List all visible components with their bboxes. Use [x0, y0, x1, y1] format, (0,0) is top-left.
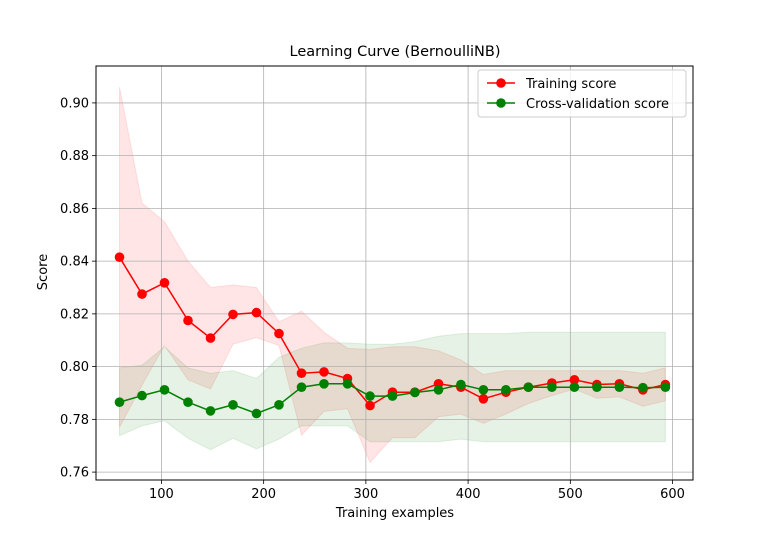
x-axis-ticks: 100 200 300 400 500 600 — [149, 480, 685, 502]
data-point-0 — [114, 252, 125, 262]
y-tick-label: 0.88 — [60, 149, 89, 164]
x-tick-label: 400 — [456, 487, 481, 502]
y-tick-label: 0.90 — [60, 96, 89, 111]
y-tick-label: 0.82 — [60, 307, 89, 322]
data-point-1 — [251, 408, 262, 419]
y-tick-label: 0.76 — [60, 466, 89, 481]
data-point-1 — [274, 400, 284, 410]
data-point-1 — [660, 382, 671, 393]
data-point-0 — [296, 368, 307, 379]
data-point-0 — [478, 394, 489, 404]
data-point-0 — [205, 333, 216, 343]
data-point-1 — [478, 385, 489, 395]
data-point-1 — [342, 379, 353, 389]
legend-marker-cross-validation — [496, 98, 506, 108]
data-point-1 — [456, 379, 466, 390]
data-point-0 — [569, 375, 580, 385]
data-point-1 — [547, 382, 557, 393]
data-point-1 — [114, 397, 125, 408]
data-point-1 — [592, 382, 602, 393]
data-point-0 — [251, 307, 262, 318]
data-point-0 — [365, 400, 375, 411]
data-point-1 — [159, 385, 170, 395]
data-point-1 — [614, 382, 625, 393]
data-point-1 — [501, 385, 511, 395]
data-point-0 — [137, 289, 147, 299]
data-point-0 — [228, 309, 238, 320]
data-point-1 — [137, 390, 147, 401]
data-point-1 — [183, 397, 193, 408]
chart-title: Learning Curve (BernoulliNB) — [290, 44, 501, 60]
data-point-1 — [638, 382, 648, 393]
plot-frame — [95, 65, 694, 481]
data-point-1 — [569, 382, 580, 393]
data-point-0 — [319, 367, 329, 377]
y-tick-label: 0.78 — [60, 413, 89, 428]
x-tick-label: 100 — [149, 487, 174, 502]
y-tick-label: 0.80 — [60, 360, 89, 375]
legend-box — [477, 69, 687, 118]
series-points — [114, 252, 671, 419]
legend-marker-training — [496, 78, 506, 88]
x-tick-label: 600 — [660, 487, 685, 502]
data-point-1 — [410, 387, 420, 398]
data-point-1 — [296, 382, 307, 393]
data-point-0 — [183, 315, 193, 326]
legend-label-training: Training score — [525, 77, 616, 92]
data-point-1 — [319, 379, 329, 389]
gridlines — [96, 66, 693, 480]
confidence-band-0 — [119, 87, 666, 464]
data-point-1 — [205, 406, 216, 416]
x-tick-label: 300 — [353, 487, 378, 502]
y-axis-ticks: 0.76 0.78 0.80 0.82 0.84 0.86 0.88 0.90 — [60, 96, 96, 481]
x-tick-label: 500 — [558, 487, 583, 502]
data-point-1 — [365, 391, 375, 401]
data-point-0 — [274, 328, 284, 339]
x-axis-label: Training examples — [335, 506, 454, 521]
data-point-1 — [387, 391, 398, 401]
legend: Training score Cross-validation score — [477, 69, 687, 118]
y-axis-label: Score — [36, 254, 51, 290]
legend-label-cross-validation: Cross-validation score — [526, 97, 669, 112]
data-point-1 — [523, 382, 534, 393]
data-point-1 — [228, 400, 238, 410]
y-tick-label: 0.84 — [60, 255, 89, 270]
y-tick-label: 0.86 — [60, 202, 89, 217]
data-point-0 — [159, 278, 170, 288]
data-point-1 — [433, 385, 444, 395]
x-tick-label: 200 — [251, 487, 276, 502]
